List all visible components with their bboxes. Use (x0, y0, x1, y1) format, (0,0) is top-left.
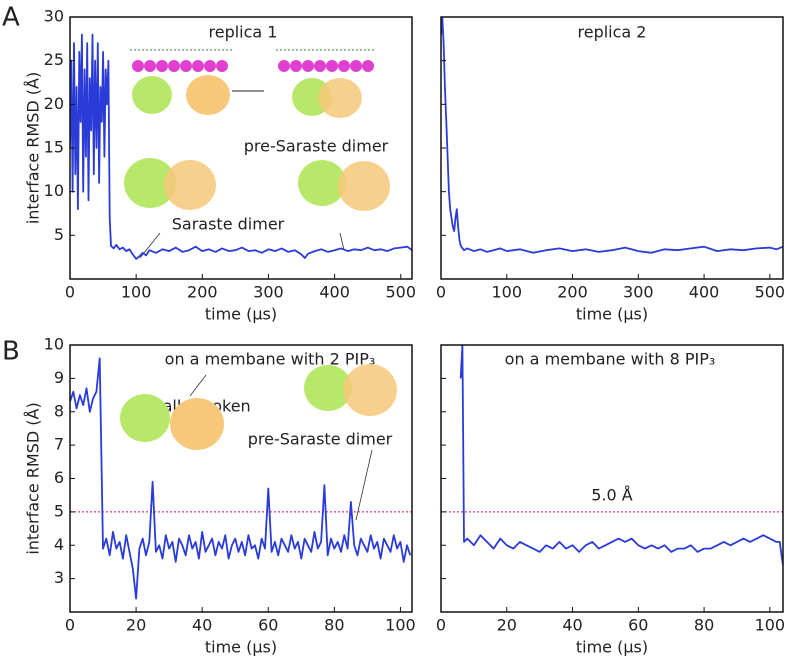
x-axis-label: time (μs) (205, 638, 277, 657)
y-tick-label: 15 (44, 138, 64, 157)
x-tick-label: 0 (436, 283, 446, 302)
cartoons (120, 49, 397, 450)
annotation: pre-Saraste dimer (244, 137, 389, 156)
panel-title: on a membane with 8 PIP₃ (505, 350, 716, 369)
x-tick-label: 100 (121, 283, 152, 302)
annotation: pre-Saraste dimer (248, 430, 393, 449)
x-axis-label: time (μs) (576, 638, 648, 657)
x-axis-label: time (μs) (205, 305, 277, 324)
y-tick-label: 3 (54, 568, 64, 587)
x-tick-label: 400 (689, 283, 720, 302)
x-tick-label: 100 (755, 616, 786, 635)
x-tick-label: 400 (319, 283, 350, 302)
y-tick-label: 4 (54, 535, 64, 554)
y-tick-label: 10 (44, 335, 64, 354)
panel-label: A (2, 3, 20, 33)
x-tick-label: 300 (623, 283, 654, 302)
y-tick-label: 25 (44, 50, 64, 69)
x-tick-label: 40 (192, 616, 212, 635)
x-tick-label: 0 (65, 283, 75, 302)
y-tick-label: 7 (54, 435, 64, 454)
x-tick-label: 40 (562, 616, 582, 635)
data-line (70, 357, 412, 600)
panel-label: B (2, 337, 20, 367)
x-tick-label: 80 (324, 616, 344, 635)
x-tick-label: 500 (755, 283, 786, 302)
x-tick-label: 60 (628, 616, 648, 635)
reference-label: 5.0 Å (591, 486, 633, 505)
y-axis-label: interface RMSD (Å) (24, 402, 43, 554)
y-axis-label: interface RMSD (Å) (24, 72, 43, 224)
y-tick-label: 30 (44, 7, 64, 26)
y-tick-label: 5 (54, 501, 64, 520)
x-tick-label: 100 (491, 283, 522, 302)
x-tick-label: 100 (385, 616, 416, 635)
annotation: Saraste dimer (172, 215, 285, 234)
y-tick-label: 8 (54, 401, 64, 420)
y-tick-label: 6 (54, 468, 64, 487)
x-tick-label: 200 (557, 283, 588, 302)
data-line (459, 345, 783, 566)
data-line (441, 17, 783, 254)
y-tick-label: 20 (44, 94, 64, 113)
panel-title: replica 2 (578, 23, 647, 42)
x-tick-label: 200 (187, 283, 218, 302)
x-tick-label: 0 (436, 616, 446, 635)
x-tick-label: 80 (694, 616, 714, 635)
panel-title: replica 1 (209, 23, 278, 42)
data-line (70, 33, 412, 260)
x-axis-label: time (μs) (576, 305, 648, 324)
x-tick-label: 20 (126, 616, 146, 635)
panel-title: on a membane with 2 PIP₃ (165, 350, 376, 369)
x-tick-label: 500 (385, 283, 416, 302)
y-tick-label: 5 (54, 225, 64, 244)
x-tick-label: 0 (65, 616, 75, 635)
x-tick-label: 20 (497, 616, 517, 635)
x-tick-label: 300 (253, 283, 284, 302)
x-tick-label: 60 (258, 616, 278, 635)
plot-frame (440, 16, 784, 280)
plot-frame (440, 344, 784, 613)
y-tick-label: 10 (44, 181, 64, 200)
y-tick-label: 9 (54, 368, 64, 387)
